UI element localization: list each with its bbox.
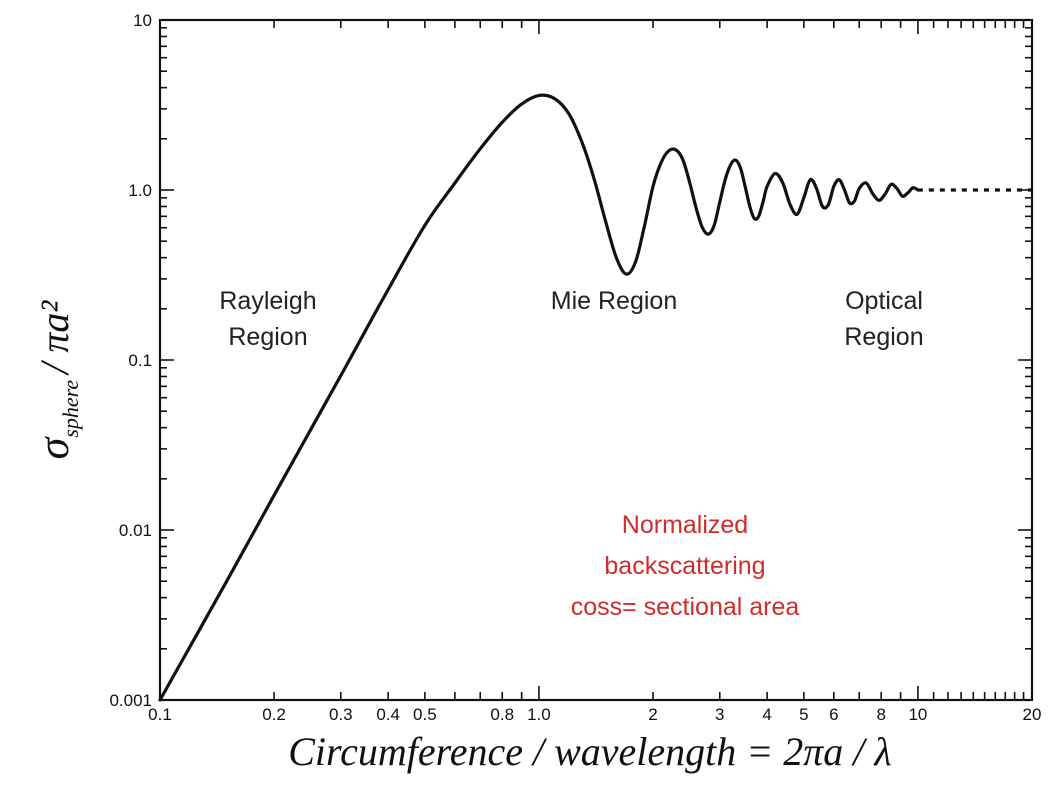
region-label-rayleigh-2: Region	[228, 323, 307, 351]
x-tick-label: 3	[715, 705, 724, 724]
series-group	[158, 93, 1032, 702]
x-tick-label: 0.1	[148, 705, 172, 724]
annotation-line-1: Normalized	[622, 511, 748, 539]
region-label-optical: Optical	[845, 287, 923, 315]
x-tick-label: 0.4	[376, 705, 400, 724]
region-label-mie: Mie Region	[551, 287, 677, 315]
annotation-line-2: backscattering	[604, 552, 765, 580]
y-tick-label: 0.1	[128, 351, 152, 370]
svg-text:σsphere/ πa²: σsphere / πa²	[29, 300, 83, 460]
plot-frame	[158, 18, 1034, 702]
x-tick-label: 20	[1023, 705, 1042, 724]
y-axis-label-main: σ	[29, 435, 78, 459]
x-tick-labels: 0.1 0.2 0.3 0.4 0.5 0.8 1.0 2 3 4 5 6 8 10 20	[148, 705, 1041, 724]
x-tick-label: 2	[648, 705, 657, 724]
y-axis-label-tail: / πa²	[32, 300, 77, 376]
y-tick-label: 1.0	[128, 181, 152, 200]
x-axis-label: Circumference / wavelength = 2πa / λ	[288, 729, 891, 774]
x-tick-label: 10	[908, 705, 927, 724]
series-line-backscatter	[158, 93, 920, 702]
y-tick-label: 0.001	[109, 691, 152, 710]
y-axis-label: σsphere / πa²	[29, 300, 83, 460]
y-tick-label: 0.01	[119, 521, 152, 540]
x-tick-label: 0.3	[329, 705, 353, 724]
region-label-optical-2: Region	[844, 323, 923, 351]
tick-marks	[159, 20, 1033, 701]
x-tick-label: 5	[799, 705, 808, 724]
annotation-line-3: coss= sectional area	[571, 593, 800, 621]
y-tick-labels: 0.001 0.01 0.1 1.0 10	[109, 11, 152, 710]
y-axis-label-sub: sphere	[58, 380, 83, 438]
region-label-rayleigh: Rayleigh	[219, 287, 316, 315]
x-tick-label: 0.5	[413, 705, 437, 724]
x-tick-label: 0.2	[262, 705, 286, 724]
y-tick-label: 10	[133, 11, 152, 30]
x-tick-label: 4	[762, 705, 771, 724]
x-tick-label: 8	[876, 705, 885, 724]
x-tick-label: 6	[829, 705, 838, 724]
x-tick-label: 1.0	[527, 705, 551, 724]
x-tick-label: 0.8	[490, 705, 514, 724]
